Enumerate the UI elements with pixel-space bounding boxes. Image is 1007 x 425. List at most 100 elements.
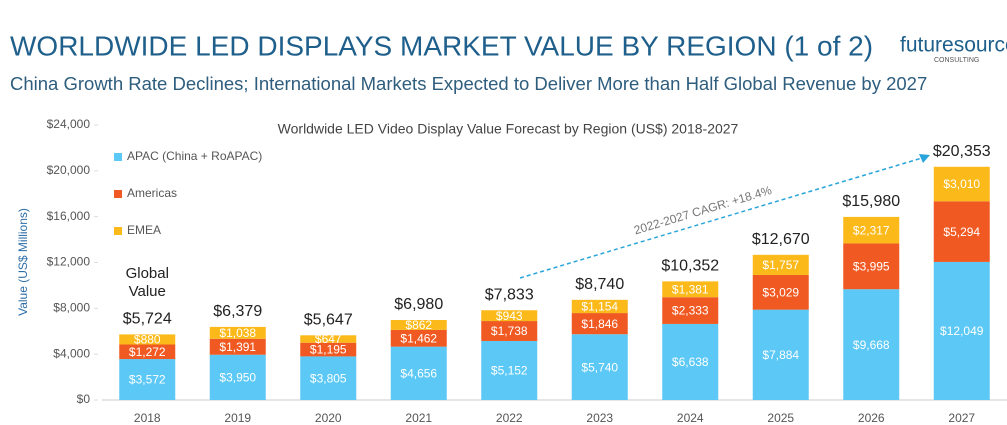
total-label: $6,379: [213, 303, 262, 320]
logo-tagline: CONSULTING: [934, 57, 979, 64]
total-label: $10,352: [661, 258, 719, 275]
data-label: $9,668: [853, 338, 890, 352]
bar-segment: [933, 261, 990, 400]
data-label: $3,805: [310, 371, 347, 385]
data-label: $1,381: [672, 282, 709, 296]
bar-segment: [481, 321, 538, 341]
y-tick-label: $8,000: [53, 301, 90, 315]
bar-segment: [390, 346, 447, 400]
bar-segment: [843, 243, 900, 290]
data-label: $647: [315, 332, 342, 346]
data-label: $12,049: [940, 324, 984, 338]
bar-segment: [843, 216, 900, 244]
total-label: $5,647: [304, 312, 353, 329]
data-label: $1,846: [581, 317, 618, 331]
bar-segment: [300, 335, 357, 343]
data-label: $2,317: [853, 223, 890, 237]
data-label: $5,152: [491, 364, 528, 378]
bar-segment: [571, 334, 628, 400]
chart-title: Worldwide LED Video Display Value Foreca…: [278, 121, 739, 137]
bar-segment: [209, 354, 266, 400]
data-label: $1,757: [762, 258, 799, 272]
x-tick-label: 2022: [496, 411, 523, 425]
data-label: $6,638: [672, 355, 709, 369]
y-axis-label: Value (US$ Millions): [16, 208, 30, 316]
bar-segment: [662, 281, 719, 298]
x-tick-label: 2019: [224, 411, 251, 425]
data-label: $1,038: [219, 326, 256, 340]
x-tick-label: 2021: [405, 411, 432, 425]
data-label: $4,656: [400, 366, 437, 380]
bar-segment: [300, 356, 357, 400]
x-tick-label: 2023: [586, 411, 613, 425]
data-label: $1,738: [491, 324, 528, 338]
data-label: $5,294: [943, 225, 980, 239]
data-label: $1,462: [400, 331, 437, 345]
legend-swatch: [114, 227, 122, 235]
bar-segment: [481, 310, 538, 322]
data-label: $1,391: [219, 340, 256, 354]
x-tick-label: 2027: [948, 411, 975, 425]
legend-label: Americas: [127, 186, 177, 200]
data-label: $3,029: [762, 285, 799, 299]
data-label: $862: [405, 318, 432, 332]
y-tick-label: $12,000: [47, 255, 91, 269]
y-tick-label: $20,000: [47, 163, 91, 177]
bar-segment: [390, 320, 447, 330]
bar-segment: [752, 254, 809, 275]
data-label: $2,333: [672, 304, 709, 318]
y-tick-label: $16,000: [47, 209, 91, 223]
y-tick-label: $0: [77, 392, 91, 406]
bar-segment: [843, 289, 900, 400]
total-label: $5,724: [123, 311, 172, 328]
data-label: $3,950: [219, 371, 256, 385]
total-label: $6,980: [394, 296, 443, 313]
bar-segment: [571, 313, 628, 335]
legend-label: EMEA: [127, 223, 161, 237]
total-label: $7,833: [485, 286, 534, 303]
legend-swatch: [114, 153, 122, 161]
slide-subtitle: China Growth Rate Declines; Internationa…: [10, 73, 927, 94]
bar-segment: [662, 297, 719, 324]
total-label: $15,980: [842, 193, 900, 210]
bar-segment: [300, 342, 357, 357]
x-tick-label: 2018: [134, 411, 161, 425]
bar-segment: [209, 338, 266, 355]
data-label: $3,572: [129, 373, 166, 387]
data-label: $943: [496, 309, 523, 323]
data-label: $880: [134, 333, 161, 347]
bar-segment: [933, 201, 990, 262]
x-tick-label: 2026: [858, 411, 885, 425]
y-tick-label: $4,000: [53, 346, 90, 360]
total-caption: Global Value: [126, 265, 169, 300]
data-label: $7,884: [762, 348, 799, 362]
slide-title: WORLDWIDE LED DISPLAYS MARKET VALUE BY R…: [10, 30, 873, 61]
bar-segment: [571, 299, 628, 314]
data-label: $1,272: [129, 345, 166, 359]
cagr-arrowhead: [919, 154, 930, 163]
bar-segment: [119, 334, 176, 345]
x-tick-label: 2025: [767, 411, 794, 425]
y-tick-label: $24,000: [47, 117, 91, 131]
bar-segment: [119, 344, 176, 360]
bar-segment: [481, 340, 538, 400]
data-label: $3,010: [943, 177, 980, 191]
total-label: $12,670: [752, 231, 810, 248]
legend-label: APAC (China + RoAPAC): [127, 149, 262, 163]
data-label: $5,740: [581, 360, 618, 374]
total-label: $20,353: [933, 143, 991, 160]
data-label: $1,195: [310, 343, 347, 357]
bar-segment: [209, 326, 266, 339]
data-label: $3,995: [853, 260, 890, 274]
x-tick-label: 2020: [315, 411, 342, 425]
data-label: $1,154: [581, 300, 618, 314]
bar-segment: [752, 274, 809, 310]
legend-swatch: [114, 190, 122, 198]
cagr-annotation: 2022-2027 CAGR: +18.4%: [632, 183, 773, 237]
bar-segment: [119, 359, 176, 400]
total-label: $8,740: [575, 276, 624, 293]
bar-segment: [390, 329, 447, 347]
logo: futuresource: [900, 34, 1007, 57]
bar-segment: [933, 166, 990, 202]
